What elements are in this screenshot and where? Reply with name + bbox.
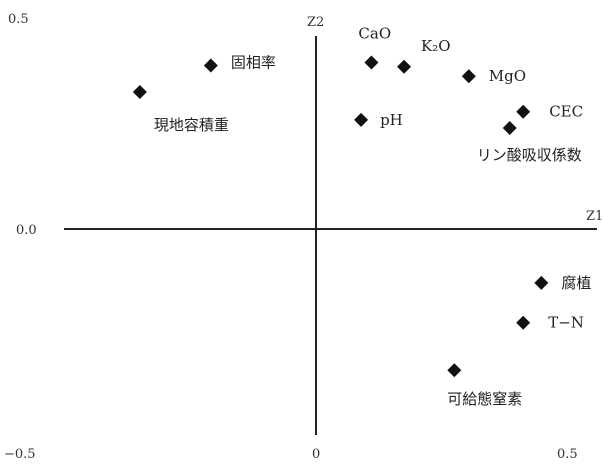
data-point-label: 腐植 — [561, 274, 591, 292]
data-point-marker — [461, 69, 476, 84]
z1-axis-label: Z1 — [586, 209, 603, 224]
data-point-marker — [364, 55, 379, 70]
z2-axis-label: Z2 — [307, 15, 324, 30]
data-point-label: 現地容積重 — [154, 116, 229, 134]
data-point-marker — [397, 59, 412, 74]
data-point-marker — [516, 315, 531, 330]
data-points — [132, 55, 549, 378]
data-point-marker — [203, 58, 218, 73]
data-point-marker — [354, 112, 369, 127]
data-point-marker — [502, 120, 517, 135]
data-point-label: T−N — [548, 314, 584, 332]
data-point-label: 固相率 — [231, 54, 276, 72]
y-tick-label: 0.0 — [16, 223, 37, 238]
y-tick-label: −0.5 — [4, 447, 36, 462]
data-point-label: CaO — [358, 25, 391, 43]
data-point-label: 可給態窒素 — [447, 390, 522, 408]
data-point-label: MgO — [489, 67, 526, 85]
x-tick-label: 0 — [312, 447, 320, 462]
data-point-marker — [534, 275, 549, 290]
data-point-label: リン酸吸収係数 — [477, 146, 582, 164]
data-point-marker — [516, 104, 531, 119]
data-point-label: pH — [380, 111, 403, 129]
data-point-label: CEC — [549, 103, 583, 121]
data-point-marker — [132, 85, 147, 100]
data-point-marker — [447, 363, 462, 378]
data-point-label: K₂O — [421, 37, 451, 55]
y-tick-label: 0.5 — [8, 12, 29, 27]
x-tick-label: 0.5 — [557, 447, 578, 462]
